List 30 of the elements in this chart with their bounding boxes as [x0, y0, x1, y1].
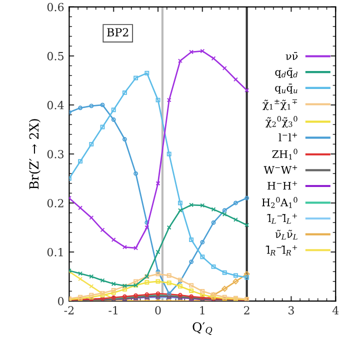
y-tick-label: 0.6: [47, 2, 64, 12]
x-tick-label: 0: [155, 306, 161, 314]
legend-label: χ̃$_{1}$$^{±}$χ̃$_{1}$$^{∓}$: [262, 99, 298, 110]
legend-label: l̃$_{L}$$^{−}$l̃$_{L}$$^{+}$: [267, 214, 297, 224]
y-tick-label: 0.4: [47, 100, 64, 110]
x-tick-label: 3: [288, 306, 294, 314]
y-tick-label: 0: [58, 296, 64, 306]
y-tick-label: 0.3: [47, 150, 64, 158]
legend-label: q$_{u}$q̄$_{u}$: [275, 84, 298, 94]
legend-label: l̃$_{R}$$^{−}$l̃$_{R}$$^{+}$: [266, 245, 298, 256]
x-axis-title: Q′$_{Q}$: [192, 322, 212, 335]
legend-label: W$^{−}$W$^{+}$: [264, 165, 298, 174]
legend-label: ν̃$_{L}$ν̃$_{L}$: [275, 230, 298, 240]
x-tick-label: 2: [244, 306, 250, 314]
y-tick-label: 0.5: [47, 52, 64, 60]
x-tick-label: -2: [64, 306, 74, 314]
legend-label: χ̃$_{2}$$^{0}$χ̃$_{3}$$^{0}$: [266, 116, 298, 128]
x-tick-label: -1: [108, 306, 118, 314]
x-tick-label: 4: [332, 306, 339, 314]
y-tick-label: 0.1: [47, 248, 63, 256]
legend-label: q$_{d}$q̄$_{d}$: [275, 68, 298, 78]
legend-label: H$^{−}$H$^{+}$: [268, 181, 298, 190]
legend-label: νν̄: [286, 52, 298, 60]
x-tick-label: 1: [200, 306, 204, 314]
y-tick-label: 0.2: [47, 198, 64, 208]
legend-label: l$^{−}$l$^{+}$: [278, 132, 297, 142]
annotation: BP2: [107, 28, 128, 36]
y-axis-title: Br(Z′ → 2X): [29, 119, 40, 190]
legend-label: H$_{2}$$^{0}$A$_{1}$$^{0}$: [262, 197, 298, 208]
legend-label: ZH$_{1}$$^{0}$: [272, 148, 298, 160]
